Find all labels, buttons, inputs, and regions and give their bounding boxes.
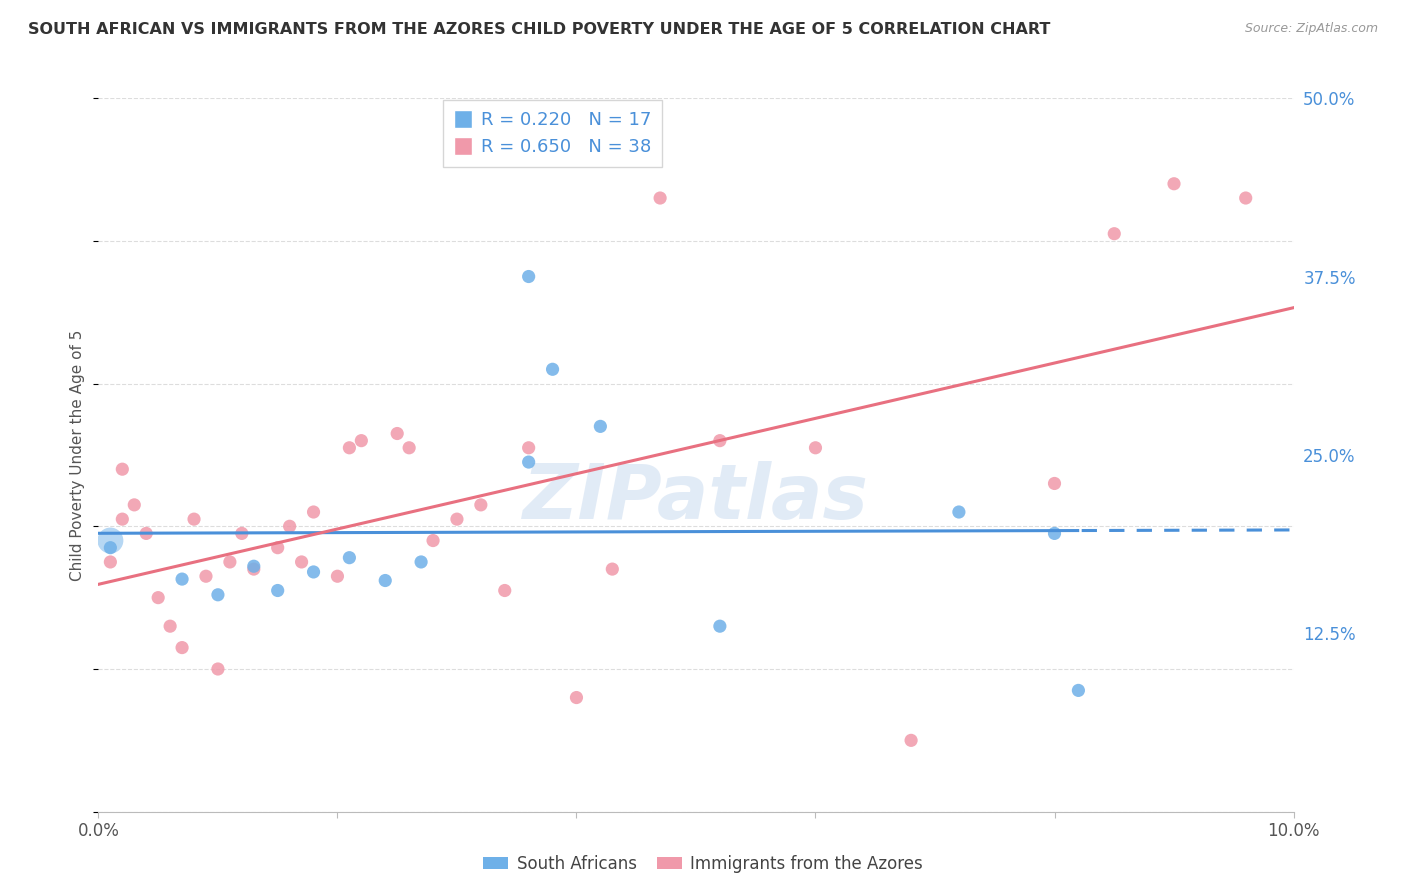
Point bbox=[148, 591, 170, 605]
Point bbox=[195, 569, 218, 583]
Point bbox=[159, 619, 181, 633]
Text: SOUTH AFRICAN VS IMMIGRANTS FROM THE AZORES CHILD POVERTY UNDER THE AGE OF 5 COR: SOUTH AFRICAN VS IMMIGRANTS FROM THE AZO… bbox=[28, 22, 1050, 37]
Point bbox=[231, 526, 253, 541]
Point bbox=[517, 455, 540, 469]
Point bbox=[326, 569, 349, 583]
Point bbox=[1067, 683, 1090, 698]
Point bbox=[111, 512, 134, 526]
Point bbox=[900, 733, 922, 747]
Point bbox=[339, 441, 360, 455]
Point bbox=[183, 512, 205, 526]
Point bbox=[589, 419, 612, 434]
Point bbox=[267, 583, 290, 598]
Point bbox=[267, 541, 290, 555]
Point bbox=[385, 426, 409, 441]
Y-axis label: Child Poverty Under the Age of 5: Child Poverty Under the Age of 5 bbox=[70, 329, 86, 581]
Point bbox=[302, 565, 325, 579]
Point bbox=[398, 441, 420, 455]
Point bbox=[172, 640, 194, 655]
Point bbox=[411, 555, 433, 569]
Point bbox=[709, 619, 731, 633]
Point bbox=[804, 441, 827, 455]
Point bbox=[470, 498, 492, 512]
Point bbox=[339, 550, 360, 565]
Point bbox=[1043, 526, 1066, 541]
Text: Source: ZipAtlas.com: Source: ZipAtlas.com bbox=[1244, 22, 1378, 36]
Point bbox=[602, 562, 624, 576]
Point bbox=[291, 555, 314, 569]
Point bbox=[111, 462, 134, 476]
Point bbox=[172, 572, 194, 586]
Point bbox=[207, 662, 229, 676]
Point bbox=[243, 559, 266, 574]
Point bbox=[1234, 191, 1257, 205]
Point bbox=[124, 498, 146, 512]
Point bbox=[650, 191, 672, 205]
Point bbox=[1104, 227, 1126, 241]
Point bbox=[350, 434, 373, 448]
Point bbox=[1043, 476, 1066, 491]
Point bbox=[446, 512, 468, 526]
Point bbox=[541, 362, 564, 376]
Point bbox=[517, 269, 540, 284]
Point bbox=[565, 690, 588, 705]
Point bbox=[100, 533, 122, 548]
Point bbox=[243, 562, 266, 576]
Point bbox=[302, 505, 325, 519]
Point bbox=[374, 574, 396, 588]
Point bbox=[709, 434, 731, 448]
Point bbox=[219, 555, 242, 569]
Point bbox=[278, 519, 301, 533]
Point bbox=[135, 526, 157, 541]
Legend: R = 0.220   N = 17, R = 0.650   N = 38: R = 0.220 N = 17, R = 0.650 N = 38 bbox=[443, 100, 662, 167]
Text: ZIPatlas: ZIPatlas bbox=[523, 461, 869, 534]
Point bbox=[1163, 177, 1185, 191]
Point bbox=[100, 541, 122, 555]
Point bbox=[517, 441, 540, 455]
Point bbox=[100, 555, 122, 569]
Point bbox=[207, 588, 229, 602]
Point bbox=[422, 533, 444, 548]
Point bbox=[494, 583, 516, 598]
Point bbox=[948, 505, 970, 519]
Legend: South Africans, Immigrants from the Azores: South Africans, Immigrants from the Azor… bbox=[477, 848, 929, 880]
